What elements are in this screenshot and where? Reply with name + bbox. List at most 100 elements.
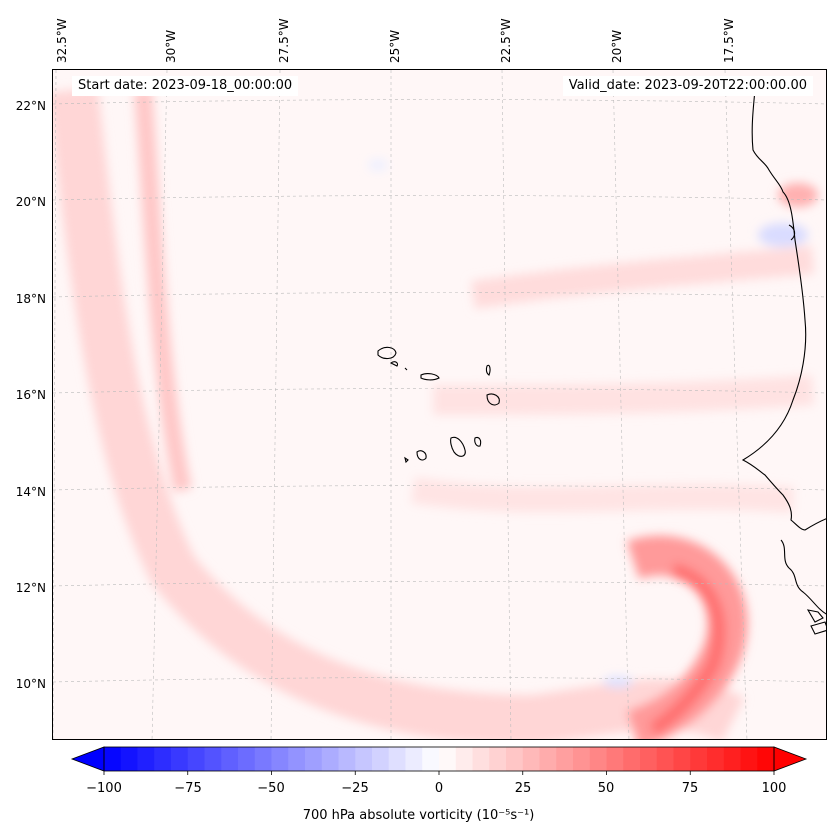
colorbar-segment <box>154 747 172 771</box>
colorbar-segment <box>238 747 256 771</box>
colorbar-segment <box>254 747 272 771</box>
vorticity-positive-coast <box>778 183 818 207</box>
colorbar-segment <box>522 747 540 771</box>
island-boa-vista <box>486 393 500 406</box>
colorbar-segment <box>757 747 775 771</box>
colorbar-segment <box>740 747 758 771</box>
vorticity-negative <box>603 676 633 688</box>
lat-label: 22°N <box>15 99 46 113</box>
vorticity-band-positive <box>53 87 745 739</box>
colorbar-segment <box>707 747 725 771</box>
colorbar-label: 700 hPa absolute vorticity (10⁻⁵s⁻¹) <box>302 808 535 823</box>
vorticity-field <box>53 87 818 739</box>
colorbar-tick-label: 75 <box>681 781 699 796</box>
colorbar-segment <box>690 747 708 771</box>
colorbar-segment <box>388 747 406 771</box>
colorbar-segments <box>104 747 775 771</box>
colorbar-tick-label: 100 <box>761 781 787 796</box>
lat-label: 12°N <box>15 581 46 595</box>
colorbar-segment <box>723 747 741 771</box>
island-fogo <box>416 450 427 461</box>
colorbar-segment <box>422 747 440 771</box>
vorticity-band-positive <box>410 477 794 513</box>
gridlines <box>53 70 826 739</box>
colorbar-tick-label: 25 <box>514 781 532 796</box>
lon-label: 22.5°W <box>499 18 513 63</box>
colorbar-tick-label: 50 <box>597 781 615 796</box>
senegal-inlet <box>788 224 796 241</box>
lat-label: 10°N <box>15 677 46 691</box>
colorbar-segment <box>271 747 289 771</box>
africa-coastline-south <box>780 539 826 615</box>
colorbar-segment <box>221 747 239 771</box>
lat-label: 16°N <box>15 388 46 402</box>
colorbar-segment <box>673 747 691 771</box>
africa-coastline <box>741 89 826 531</box>
colorbar-segment <box>288 747 306 771</box>
coastlines <box>377 89 826 635</box>
map-canvas <box>53 70 826 739</box>
colorbar-tick-label: −25 <box>341 781 369 796</box>
lat-label: 18°N <box>15 292 46 306</box>
bissau-island <box>810 621 826 635</box>
island-brava <box>404 456 409 464</box>
colorbar-tick-label: 0 <box>434 781 444 796</box>
guinea-islands <box>806 609 824 623</box>
vorticity-center <box>649 563 726 736</box>
vorticity-band-positive <box>134 89 192 492</box>
lon-label: 27.5°W <box>277 18 291 63</box>
colorbar-segment <box>573 747 591 771</box>
colorbar-segment <box>472 747 490 771</box>
island-maio <box>474 436 482 447</box>
colorbar-segment <box>120 747 138 771</box>
vorticity-negative <box>368 159 388 171</box>
colorbar-extend-low <box>70 746 105 772</box>
colorbar-segment <box>405 747 423 771</box>
lon-label: 17.5°W <box>722 18 736 63</box>
colorbar-extend-high <box>773 746 808 772</box>
colorbar-tick-label: −50 <box>257 781 285 796</box>
colorbar-segment <box>556 747 574 771</box>
lon-label: 20°W <box>610 29 624 63</box>
colorbar-tick-marks <box>103 771 775 775</box>
colorbar-outline <box>103 746 775 772</box>
vorticity-band-positive <box>432 375 815 415</box>
lon-label: 25°W <box>388 29 402 63</box>
island-santa-luzia <box>404 367 408 371</box>
island-sao-nicolau <box>420 373 440 381</box>
colorbar-segment <box>656 747 674 771</box>
start-date: Start date: 2023-09-18_00:00:00 <box>72 76 299 96</box>
colorbar-segment <box>338 747 356 771</box>
island-santiago <box>450 436 466 457</box>
lat-label: 14°N <box>15 485 46 499</box>
colorbar-segment <box>171 747 189 771</box>
lat-label: 20°N <box>15 195 46 209</box>
colorbar-segment <box>455 747 473 771</box>
lon-label: 30°W <box>164 29 178 63</box>
colorbar-segment <box>137 747 155 771</box>
vorticity-map <box>52 69 827 740</box>
colorbar-segment <box>104 747 122 771</box>
island-sal <box>485 364 491 376</box>
colorbar-segment <box>305 747 323 771</box>
vorticity-band-positive <box>470 246 815 309</box>
colorbar-segment <box>606 747 624 771</box>
colorbar-segment <box>623 747 641 771</box>
colorbar-segment <box>489 747 507 771</box>
colorbar-tick-label: −100 <box>86 781 122 796</box>
island-santo-antao <box>377 346 397 360</box>
colorbar-segment <box>539 747 557 771</box>
colorbar-segment <box>204 747 222 771</box>
colorbar-segment <box>355 747 373 771</box>
colorbar-segment <box>187 747 205 771</box>
colorbar-tick-label: −75 <box>174 781 202 796</box>
colorbar-segment <box>321 747 339 771</box>
island-sao-vicente <box>389 361 399 367</box>
colorbar-segment <box>439 747 457 771</box>
colorbar-segment <box>372 747 390 771</box>
lon-label: 32.5°W <box>55 18 69 63</box>
vorticity-negative <box>758 223 808 247</box>
colorbar-segment <box>506 747 524 771</box>
valid-date: Valid_date: 2023-09-20T22:00:00.00 <box>562 76 813 96</box>
colorbar-segment <box>589 747 607 771</box>
